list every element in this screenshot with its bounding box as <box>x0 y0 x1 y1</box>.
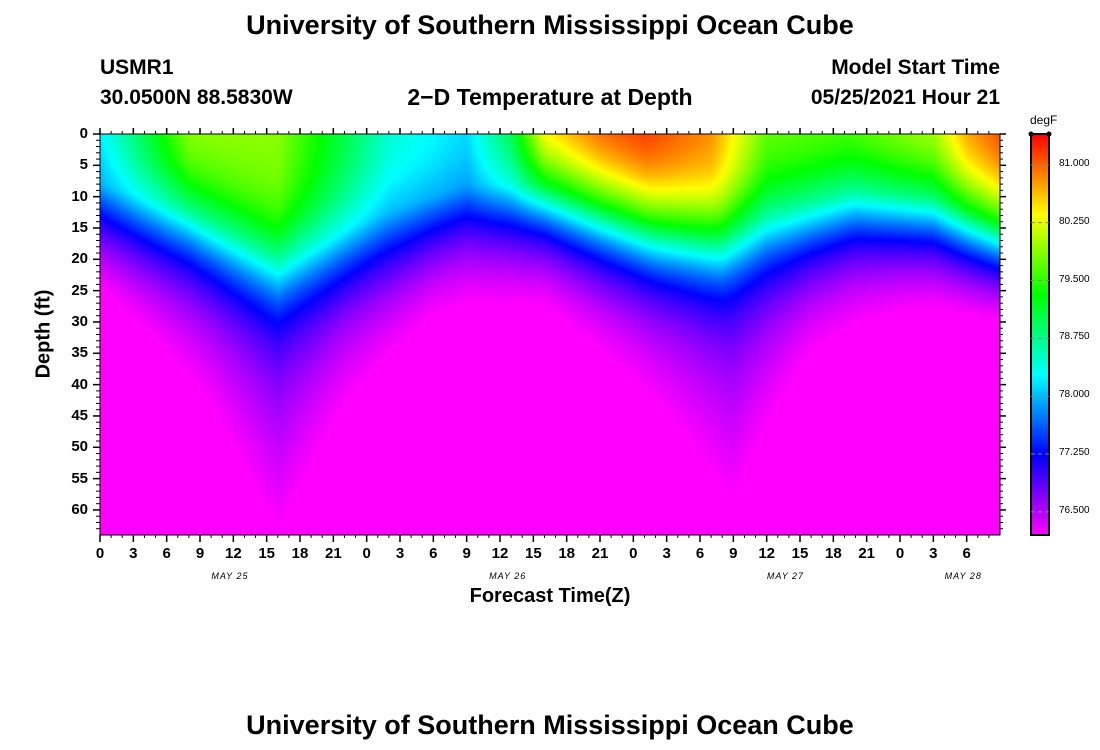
x-tick-label: 0 <box>95 545 105 562</box>
y-axis-label: Depth (ft) <box>32 289 55 379</box>
colorbar-tick-label: 76.500 <box>1059 504 1090 516</box>
y-tick-label: 5 <box>79 156 88 174</box>
y-tick-label: 0 <box>79 125 88 142</box>
x-tick-label: 18 <box>824 545 842 562</box>
x-tick-label: 12 <box>491 545 509 562</box>
x-tick-label: 6 <box>962 545 971 562</box>
y-tick-label: 60 <box>71 500 88 518</box>
x-tick-label: 6 <box>429 545 438 562</box>
x-tick-label: 21 <box>858 545 875 562</box>
x-tick-label: 3 <box>395 545 405 562</box>
x-tick-label: 9 <box>195 545 205 562</box>
x-tick-label: 3 <box>929 545 938 562</box>
x-tick-label: 15 <box>258 545 275 562</box>
day-label: MAY 26 <box>489 571 527 581</box>
x-tick-label: 3 <box>129 545 138 562</box>
day-label: MAY 27 <box>766 571 805 581</box>
colorbar-corner-dot <box>1028 131 1034 137</box>
colorbar-tick-label: 77.250 <box>1059 447 1090 459</box>
colorbar-tick-label: 80.250 <box>1059 215 1090 227</box>
station-id: USMR1 <box>100 56 174 79</box>
page-title-top: University of Southern Mississippi Ocean… <box>246 10 854 40</box>
x-tick-label: 15 <box>524 545 542 562</box>
colorbar-tick-label: 81.000 <box>1059 157 1090 169</box>
x-tick-label: 6 <box>695 545 705 562</box>
y-tick-label: 45 <box>71 406 88 424</box>
station-coords: 30.0500N 88.5830W <box>100 86 293 109</box>
x-tick-label: 21 <box>324 545 342 562</box>
x-tick-label: 9 <box>729 545 738 562</box>
day-label: MAY 28 <box>944 571 982 581</box>
y-tick-label: 20 <box>71 250 88 268</box>
colorbar-tick-label: 78.750 <box>1059 331 1090 343</box>
x-tick-label: 12 <box>224 545 242 562</box>
day-label: MAY 25 <box>211 571 249 581</box>
x-tick-label: 21 <box>591 545 609 562</box>
y-tick-label: 50 <box>71 438 88 456</box>
colorbar-tick-label: 78.000 <box>1059 389 1090 401</box>
x-axis-label: Forecast Time(Z) <box>469 585 631 607</box>
x-tick-label: 18 <box>291 545 309 562</box>
x-tick-label: 0 <box>362 545 371 562</box>
colorbar-frame <box>1030 133 1050 536</box>
x-tick-label: 6 <box>162 545 171 562</box>
y-tick-label: 25 <box>71 281 88 299</box>
model-start-time: 05/25/2021 Hour 21 <box>810 86 1000 109</box>
x-tick-label: 9 <box>462 545 471 562</box>
x-tick-label: 12 <box>758 545 775 562</box>
y-tick-label: 10 <box>71 187 88 205</box>
x-tick-label: 18 <box>558 545 575 562</box>
heatmap-image <box>100 134 1000 535</box>
y-tick-label: 30 <box>71 312 88 330</box>
y-tick-label: 40 <box>71 375 88 393</box>
plot-title: 2−D Temperature at Depth <box>407 84 693 110</box>
colorbar-image <box>1031 134 1049 535</box>
x-tick-label: 0 <box>629 545 638 562</box>
x-tick-label: 3 <box>662 545 671 562</box>
y-tick-label: 15 <box>71 218 88 236</box>
x-tick-label: 0 <box>895 545 905 562</box>
model-start-label: Model Start Time <box>831 56 1000 79</box>
page-title-bottom: University of Southern Mississippi Ocean… <box>246 710 854 740</box>
x-tick-label: 15 <box>791 545 809 562</box>
colorbar-unit-label: degF <box>1030 113 1058 127</box>
colorbar-corner-dot <box>1046 131 1052 137</box>
y-tick-label: 55 <box>71 469 88 487</box>
colorbar-tick-label: 79.500 <box>1059 273 1090 285</box>
y-tick-label: 35 <box>71 344 88 362</box>
